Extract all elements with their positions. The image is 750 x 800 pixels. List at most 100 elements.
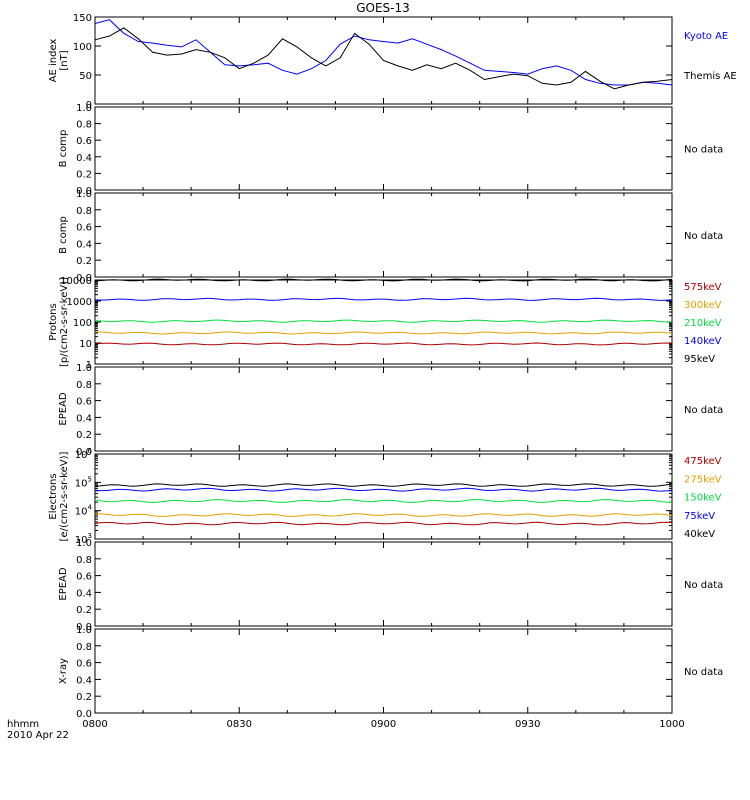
y-tick-label: 100 <box>73 42 92 53</box>
y-tick-label: 1.0 <box>76 538 92 549</box>
legend-label: 575keV <box>684 282 722 293</box>
series-line-150kev <box>94 499 673 503</box>
series-line-95kev <box>94 278 673 282</box>
legend-label: Kyoto AE <box>684 31 728 42</box>
y-axis-label: [nT] <box>59 50 70 70</box>
y-axis-label: AE index <box>48 39 59 83</box>
no-data-label: No data <box>684 231 723 242</box>
y-tick-label: 0.2 <box>76 430 92 441</box>
legend-label: 275keV <box>684 474 722 485</box>
series-line-475kev <box>94 521 673 526</box>
y-tick-label: 1.0 <box>76 103 92 114</box>
y-axis-label: Electrons <box>48 473 59 519</box>
time-tick-label: 1000 <box>659 719 684 730</box>
y-tick-label: 0.4 <box>76 239 92 250</box>
y-axis-label: Protons <box>48 303 59 340</box>
y-axis-label: B comp <box>58 130 69 168</box>
panel-5: 0.0 0.2 0.4 0.6 0.8 1.0 EPEAD No data <box>58 363 723 458</box>
y-axis-label: [p/(cm2-s-sr-keV)] <box>59 277 70 367</box>
panels: 0 50 100 150 AE index [nT] Kyoto AE Themis AE 0.… <box>48 13 737 720</box>
series-line-75kev <box>94 487 673 492</box>
y-tick-label: 0.4 <box>76 588 92 599</box>
y-tick-label: 0.4 <box>76 413 92 424</box>
y-tick-label: 0.0 <box>76 186 92 197</box>
no-data-label: No data <box>684 145 723 156</box>
legend-label: 95keV <box>684 354 715 365</box>
y-tick-label: 0.8 <box>76 120 92 131</box>
y-tick-exponent: 6 <box>88 447 93 455</box>
series-line-140kev <box>94 297 673 301</box>
time-tick-label: 0830 <box>227 719 252 730</box>
date-label: 2010 Apr 22 <box>7 730 69 741</box>
legend-label: 210keV <box>684 318 722 329</box>
y-tick-label: 0.6 <box>76 397 92 408</box>
y-tick-label: 0.0 <box>76 447 92 458</box>
y-tick-label: 0.2 <box>76 256 92 267</box>
y-tick-exponent: 4 <box>88 504 93 512</box>
y-tick-label: 0.6 <box>76 572 92 583</box>
panel-1: 0 50 100 150 AE index [nT] Kyoto AE Themis AE <box>48 13 737 111</box>
panel-3: 0.0 0.2 0.4 0.6 0.8 1.0 B comp No data <box>58 189 723 284</box>
y-tick-label: 0.6 <box>76 659 92 670</box>
legend-label: 40keV <box>684 529 715 540</box>
series-line-575kev <box>94 342 673 346</box>
series-line-275kev <box>94 513 673 517</box>
y-tick-label: 0.6 <box>76 136 92 147</box>
y-tick-label: 0.4 <box>76 153 92 164</box>
panel-7: 0.0 0.2 0.4 0.6 0.8 1.0 EPEAD No data <box>58 538 723 633</box>
no-data-label: No data <box>684 667 723 678</box>
y-tick-label: 0.8 <box>76 642 92 653</box>
legend-label: 475keV <box>684 456 722 467</box>
y-axis-label: X-ray <box>58 658 69 684</box>
y-tick-label: 1 <box>86 360 92 371</box>
legend-label: 140keV <box>684 336 722 347</box>
y-tick-label: 100 <box>73 318 92 329</box>
y-tick-label: 10 <box>79 339 92 350</box>
y-tick-label: 50 <box>79 71 92 82</box>
y-tick-label: 1.0 <box>76 625 92 636</box>
time-unit-label: hhmm <box>7 719 39 730</box>
y-tick-label: 1.0 <box>76 363 92 374</box>
y-axis-label: EPEAD <box>58 392 69 426</box>
series-line-40kev <box>94 483 673 487</box>
time-axis: 0800 0830 0900 0930 1000 <box>82 719 684 730</box>
y-tick-label: 0.0 <box>76 709 92 720</box>
y-tick-label: 0.0 <box>76 622 92 633</box>
y-axis-label: B comp <box>58 216 69 254</box>
legend-label: 75keV <box>684 511 715 522</box>
no-data-label: No data <box>684 405 723 416</box>
y-tick-label: 0 <box>86 100 92 111</box>
time-tick-label: 0930 <box>515 719 540 730</box>
series-line-themis-ae <box>94 27 673 90</box>
panel-2: 0.0 0.2 0.4 0.6 0.8 1.0 B comp No data <box>58 103 723 197</box>
y-tick-label: 150 <box>73 13 92 24</box>
series-line-300kev <box>95 331 673 335</box>
y-tick-label: 0.8 <box>76 380 92 391</box>
legend-label: Themis AE <box>683 71 737 82</box>
time-tick-label: 0900 <box>371 719 396 730</box>
y-tick-label: 1.0 <box>76 189 92 200</box>
legend-label: 300keV <box>684 300 722 311</box>
y-tick-label: 0.2 <box>76 169 92 180</box>
y-tick-label: 0.0 <box>76 273 92 284</box>
time-tick-label: 0800 <box>82 719 107 730</box>
y-tick-label: 0.4 <box>76 675 92 686</box>
series-line-210kev <box>94 319 673 323</box>
panel-4: 1 10 100 1000 10000 Protons [p/(cm2-s-sr-keV)]… <box>48 276 722 371</box>
legend-label: 150keV <box>684 493 722 504</box>
y-tick-exponent: 5 <box>88 475 92 483</box>
y-axis-label: EPEAD <box>58 567 69 601</box>
y-tick-label: 0.2 <box>76 605 92 616</box>
y-tick-label: 0.2 <box>76 692 92 703</box>
series-line-kyoto-ae <box>94 19 673 86</box>
no-data-label: No data <box>684 580 723 591</box>
y-tick-label: 0.6 <box>76 223 92 234</box>
y-tick-label: 10000 <box>60 276 92 287</box>
panel-8: 0.0 0.2 0.4 0.6 0.8 1.0 X-ray No data <box>58 625 723 720</box>
y-tick-label: 0.8 <box>76 206 92 217</box>
y-tick-label: 1000 <box>67 297 92 308</box>
plot-title: GOES-13 <box>356 1 410 15</box>
